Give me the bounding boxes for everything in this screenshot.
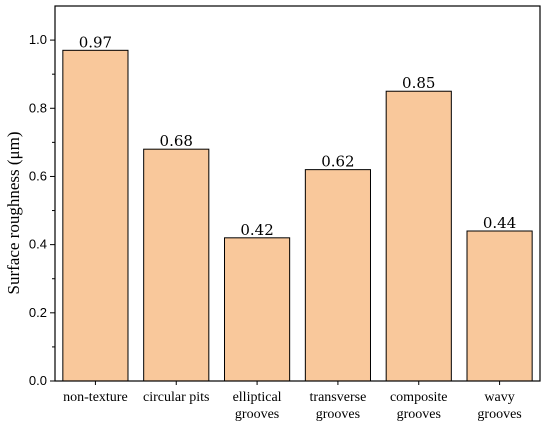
x-tick-label-2: elliptical grooves bbox=[233, 390, 282, 422]
y-tick-label-2: 0.4 bbox=[29, 237, 47, 252]
data-label-1: 0.68 bbox=[160, 132, 193, 150]
data-label-4: 0.85 bbox=[402, 74, 435, 92]
bar-0 bbox=[62, 49, 129, 382]
x-tick-label-4: composite grooves bbox=[390, 390, 448, 422]
bar-2 bbox=[224, 237, 291, 382]
bar-3 bbox=[304, 169, 371, 382]
y-tick-label-0: 0.0 bbox=[29, 373, 47, 388]
x-tick-label-1: circular pits bbox=[143, 390, 209, 405]
data-label-3: 0.62 bbox=[321, 153, 354, 171]
plot-frame bbox=[54, 5, 541, 382]
data-label-5: 0.44 bbox=[483, 214, 516, 232]
bar-4 bbox=[385, 90, 452, 382]
y-tick-label-3: 0.6 bbox=[29, 168, 47, 183]
bars-layer: 0.97 0.68 0.42 0.62 0.85 0.44 bbox=[62, 33, 533, 382]
x-tick-label-5: wavy grooves bbox=[477, 390, 521, 422]
axes: non-texture circular pits elliptical groove… bbox=[29, 5, 541, 422]
x-tick-label-0: non-texture bbox=[63, 390, 128, 405]
y-tick-label-5: 1.0 bbox=[29, 32, 47, 47]
data-label-0: 0.97 bbox=[79, 33, 112, 51]
data-label-2: 0.42 bbox=[240, 221, 273, 239]
bar-5 bbox=[466, 230, 533, 382]
y-tick-label-4: 0.8 bbox=[29, 100, 47, 115]
bar-1 bbox=[143, 148, 210, 382]
x-tick-label-3: transverse grooves bbox=[310, 390, 367, 422]
y-axis-label: Surface roughness (μm) bbox=[4, 131, 23, 294]
y-tick-label-1: 0.2 bbox=[29, 305, 47, 320]
